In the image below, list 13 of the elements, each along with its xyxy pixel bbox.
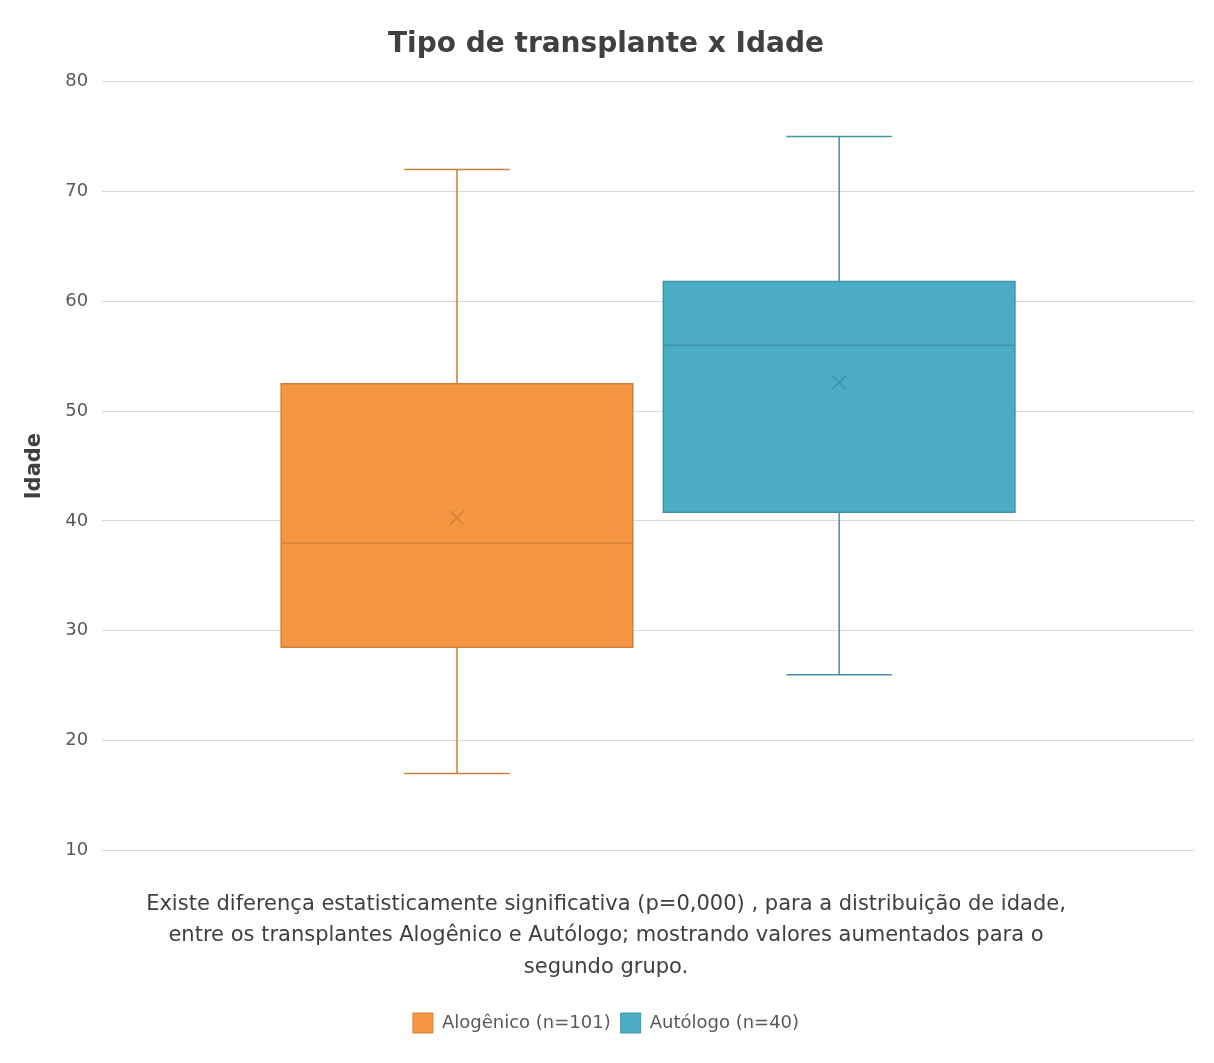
y-tick-label: 10 xyxy=(65,838,89,860)
y-tick-label: 50 xyxy=(65,398,89,420)
y-tick-label: 60 xyxy=(65,288,89,310)
y-tick-label: 20 xyxy=(65,728,89,750)
y-tick-label: 40 xyxy=(65,508,89,530)
text: Existe diferença estatisticamente significativa (p=0,000) , para a distribuição de idade, entre os transplantes Alogênico e Autólogo; mostrando valores aumentados para o segundo grupo. xyxy=(146,890,1066,978)
legend-label: Autólogo (n=40) xyxy=(649,1010,800,1032)
legend-label: Alogênico (n=101) xyxy=(441,1010,611,1032)
chart-title: Tipo de transplante x Idade xyxy=(388,26,824,60)
y-tick-label: 80 xyxy=(65,69,89,91)
y-tick-label: 30 xyxy=(65,618,89,640)
y-tick-label: 70 xyxy=(65,179,89,201)
y-axis-title: Idade xyxy=(21,432,46,500)
